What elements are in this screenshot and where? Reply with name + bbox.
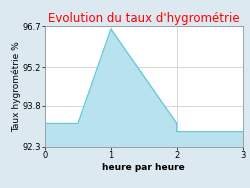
Title: Evolution du taux d'hygrométrie: Evolution du taux d'hygrométrie: [48, 12, 240, 25]
X-axis label: heure par heure: heure par heure: [102, 163, 185, 172]
Y-axis label: Taux hygrométrie %: Taux hygrométrie %: [11, 41, 21, 132]
